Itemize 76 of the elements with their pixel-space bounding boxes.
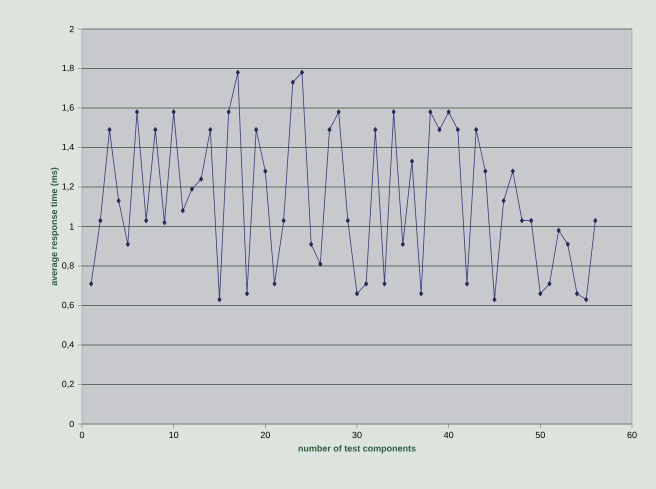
point bbox=[226, 109, 231, 115]
point bbox=[180, 208, 185, 214]
point bbox=[318, 261, 322, 267]
point bbox=[98, 218, 102, 224]
y-tick-label: 1 bbox=[70, 223, 74, 230]
point bbox=[410, 158, 414, 164]
y-tick-label: 1,8 bbox=[62, 64, 74, 72]
y-tick-label: 0 bbox=[70, 420, 74, 428]
point bbox=[529, 218, 534, 224]
point bbox=[456, 127, 460, 132]
point bbox=[566, 242, 570, 247]
point bbox=[217, 296, 222, 302]
point bbox=[492, 296, 497, 302]
point bbox=[199, 176, 204, 182]
point bbox=[446, 109, 451, 115]
y-tick-label: 1,4 bbox=[62, 144, 74, 152]
point bbox=[538, 291, 542, 296]
x-tick-label: 60 bbox=[627, 432, 637, 438]
point bbox=[116, 198, 121, 204]
point bbox=[419, 291, 424, 296]
y-axis-title: average response time (ms) bbox=[50, 168, 59, 286]
point bbox=[190, 186, 194, 192]
point bbox=[392, 109, 396, 115]
point bbox=[126, 242, 130, 247]
point bbox=[272, 281, 277, 286]
point bbox=[254, 127, 258, 132]
y-tick-label: 0,6 bbox=[62, 302, 74, 310]
point bbox=[89, 281, 94, 286]
point bbox=[373, 127, 378, 132]
y-tick-label: 0,8 bbox=[62, 262, 74, 270]
y-tick-label: 1,2 bbox=[62, 183, 74, 191]
x-axis-title: number of test components bbox=[298, 444, 416, 454]
point bbox=[327, 127, 332, 132]
point bbox=[236, 70, 240, 76]
point bbox=[153, 127, 158, 132]
point bbox=[437, 127, 442, 132]
point bbox=[574, 291, 580, 296]
point bbox=[300, 70, 304, 76]
point bbox=[144, 218, 148, 224]
point bbox=[400, 242, 405, 247]
point bbox=[290, 80, 295, 85]
y-tick-label: 0,2 bbox=[62, 380, 74, 388]
x-tick-label: 0 bbox=[80, 432, 84, 438]
point bbox=[547, 281, 552, 286]
point bbox=[336, 109, 341, 115]
x-tick-label: 40 bbox=[444, 432, 454, 438]
point bbox=[510, 168, 515, 174]
y-tick-label: 2 bbox=[70, 26, 74, 32]
point bbox=[162, 220, 167, 226]
y-tick-label: 1,6 bbox=[62, 104, 74, 112]
point bbox=[593, 218, 598, 224]
point bbox=[382, 281, 387, 286]
point bbox=[464, 281, 470, 286]
point bbox=[346, 218, 350, 224]
point bbox=[282, 218, 286, 224]
point bbox=[107, 127, 112, 132]
x-tick-label: 10 bbox=[169, 432, 178, 438]
point bbox=[354, 291, 360, 296]
point bbox=[483, 168, 488, 174]
point bbox=[309, 242, 314, 247]
point bbox=[263, 168, 268, 174]
x-tick-label: 50 bbox=[536, 432, 545, 438]
point bbox=[520, 218, 524, 224]
point bbox=[474, 127, 478, 132]
point bbox=[502, 198, 506, 204]
x-tick-label: 30 bbox=[352, 432, 362, 438]
point bbox=[134, 109, 140, 115]
x-tick-label: 20 bbox=[260, 432, 270, 438]
point bbox=[244, 291, 250, 296]
point bbox=[584, 296, 588, 302]
point bbox=[208, 127, 212, 132]
point bbox=[172, 109, 176, 115]
point bbox=[364, 281, 368, 286]
y-tick-label: 0,4 bbox=[62, 341, 74, 349]
point bbox=[556, 228, 561, 234]
point bbox=[428, 109, 432, 115]
